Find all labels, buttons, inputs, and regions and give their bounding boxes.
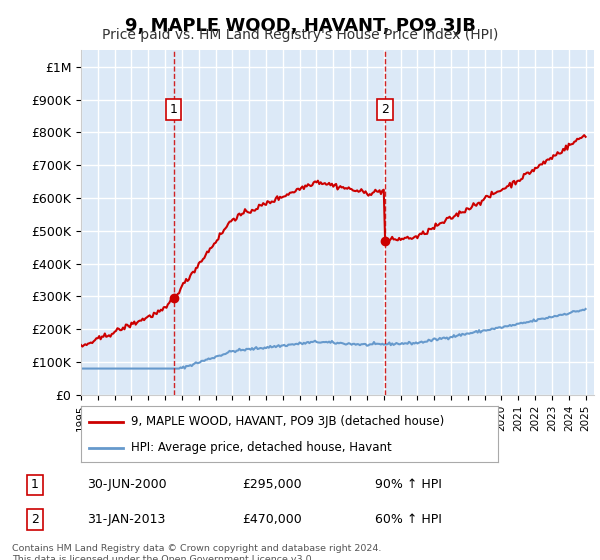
Text: 31-JAN-2013: 31-JAN-2013 [87, 513, 165, 526]
Text: 9, MAPLE WOOD, HAVANT, PO9 3JB: 9, MAPLE WOOD, HAVANT, PO9 3JB [125, 17, 475, 35]
Text: 2: 2 [381, 103, 389, 116]
Text: 1: 1 [31, 478, 39, 492]
Text: Contains HM Land Registry data © Crown copyright and database right 2024.
This d: Contains HM Land Registry data © Crown c… [12, 544, 382, 560]
Text: £295,000: £295,000 [242, 478, 302, 492]
Text: 60% ↑ HPI: 60% ↑ HPI [375, 513, 442, 526]
Text: 2: 2 [31, 513, 39, 526]
Text: Price paid vs. HM Land Registry's House Price Index (HPI): Price paid vs. HM Land Registry's House … [102, 28, 498, 42]
Text: £470,000: £470,000 [242, 513, 302, 526]
Text: 9, MAPLE WOOD, HAVANT, PO9 3JB (detached house): 9, MAPLE WOOD, HAVANT, PO9 3JB (detached… [131, 415, 444, 428]
Text: 90% ↑ HPI: 90% ↑ HPI [375, 478, 442, 492]
Text: 1: 1 [170, 103, 178, 116]
Text: 30-JUN-2000: 30-JUN-2000 [87, 478, 167, 492]
Text: HPI: Average price, detached house, Havant: HPI: Average price, detached house, Hava… [131, 441, 392, 455]
